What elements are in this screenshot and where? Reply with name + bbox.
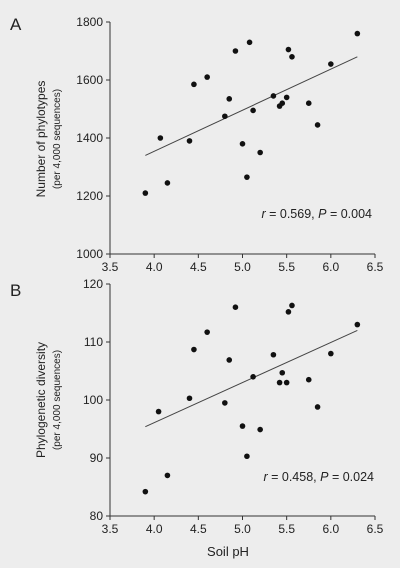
data-points: [142, 302, 361, 495]
data-point: [250, 374, 256, 380]
data-point: [289, 302, 295, 309]
data-point: [244, 453, 250, 460]
panel-letter: A: [10, 15, 22, 34]
panel-letter: B: [10, 281, 21, 300]
data-point: [314, 404, 321, 410]
y-axis-sublabel: (per 4,000 sequences): [52, 89, 63, 189]
r-value: = 0.569,: [266, 207, 318, 221]
data-point: [142, 190, 149, 196]
x-axis-label: Soil pH: [207, 544, 249, 559]
data-point: [283, 94, 290, 101]
x-tick-label: 4.5: [190, 260, 207, 274]
data-point: [250, 107, 256, 114]
p-value: = 0.024: [328, 470, 374, 484]
data-point: [305, 100, 312, 106]
x-tick-label: 5.5: [278, 260, 295, 274]
panel-a: A Number of phylotypes (per 4,000 sequen…: [10, 15, 384, 274]
y-axis-label: Phylogenetic diversity: [34, 342, 48, 458]
panel-b: B Phylogenetic diversity (per 4,000 sequ…: [10, 277, 384, 559]
data-point: [289, 54, 295, 60]
data-point: [328, 61, 334, 67]
data-point: [191, 81, 197, 88]
x-ticks: 3.5 4.0 4.5 5.0 5.5 6.0 6.5: [102, 516, 384, 536]
r-label: r: [261, 207, 266, 221]
data-point: [354, 321, 361, 328]
r-value: = 0.458,: [268, 470, 320, 484]
y-ticks: 80 90 100 110 120: [83, 277, 110, 523]
p-label: P: [320, 470, 329, 484]
data-point: [222, 400, 228, 406]
data-point: [204, 329, 210, 335]
data-point: [257, 426, 263, 433]
x-tick-label: 5.5: [278, 522, 295, 536]
data-point: [157, 135, 164, 141]
y-tick-label: 100: [83, 393, 103, 407]
x-tick-label: 3.5: [102, 260, 119, 274]
y-tick-label: 110: [84, 335, 103, 349]
trend-line: [145, 56, 358, 156]
data-point: [246, 39, 253, 46]
data-point: [232, 48, 239, 54]
y-tick-label: 80: [90, 509, 104, 523]
data-point: [270, 351, 277, 358]
data-point: [257, 149, 263, 156]
data-point: [279, 100, 286, 106]
data-point: [164, 180, 171, 186]
data-point: [270, 93, 277, 99]
data-points: [142, 30, 361, 196]
data-point: [164, 472, 171, 479]
data-point: [191, 346, 197, 353]
x-tick-label: 4.0: [146, 522, 163, 536]
x-tick-label: 6.5: [367, 260, 384, 274]
stat-annotation: r = 0.569, P = 0.004: [261, 207, 372, 221]
p-value: = 0.004: [326, 207, 372, 221]
y-tick-label: 1200: [76, 189, 103, 203]
y-axis-sublabel: (per 4,000 sequences): [52, 350, 63, 450]
data-point: [155, 408, 162, 415]
y-tick-label: 1400: [76, 131, 103, 145]
x-tick-label: 6.5: [367, 522, 384, 536]
data-point: [142, 488, 149, 495]
y-tick-label: 90: [90, 451, 104, 465]
data-point: [279, 369, 286, 376]
data-point: [354, 30, 361, 37]
data-point: [204, 74, 210, 80]
x-tick-label: 6.0: [322, 260, 339, 274]
data-point: [244, 174, 250, 180]
data-point: [283, 379, 290, 386]
y-axis-label: Number of phylotypes: [34, 81, 48, 198]
data-point: [328, 350, 334, 357]
data-point: [305, 376, 312, 383]
x-tick-label: 3.5: [102, 522, 119, 536]
x-tick-label: 4.5: [190, 522, 207, 536]
stat-annotation: r = 0.458, P = 0.024: [263, 470, 374, 484]
x-tick-label: 6.0: [322, 522, 339, 536]
data-point: [239, 141, 246, 147]
data-point: [314, 122, 321, 128]
x-ticks: 3.5 4.0 4.5 5.0 5.5 6.0 6.5: [102, 254, 384, 274]
data-point: [186, 395, 193, 402]
y-tick-label: 1600: [76, 73, 103, 87]
y-tick-label: 120: [83, 277, 103, 291]
y-tick-label: 1000: [76, 247, 103, 261]
data-point: [232, 304, 239, 311]
data-point: [239, 423, 246, 429]
y-tick-label: 1800: [76, 15, 103, 29]
data-point: [285, 46, 292, 53]
data-point: [285, 309, 292, 315]
y-ticks: 1000 1200 1400 1600 1800: [76, 15, 110, 261]
data-point: [226, 357, 233, 363]
x-tick-label: 5.0: [234, 522, 251, 536]
data-point: [226, 96, 233, 102]
data-point: [222, 113, 228, 120]
data-point: [276, 379, 283, 386]
x-tick-label: 5.0: [234, 260, 251, 274]
x-tick-label: 4.0: [146, 260, 163, 274]
r-label: r: [263, 470, 268, 484]
data-point: [186, 138, 193, 144]
p-label: P: [318, 207, 327, 221]
